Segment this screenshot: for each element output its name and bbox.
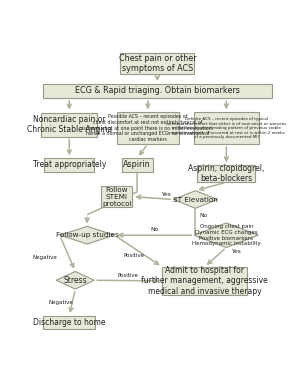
Text: Yes: Yes xyxy=(161,192,171,197)
FancyBboxPatch shape xyxy=(101,186,132,207)
FancyBboxPatch shape xyxy=(197,165,255,182)
FancyBboxPatch shape xyxy=(194,112,259,144)
FancyBboxPatch shape xyxy=(41,112,97,136)
Text: Aspirin: Aspirin xyxy=(123,160,151,169)
Text: ST Elevation: ST Elevation xyxy=(173,196,218,203)
Text: Definite ACS – recent episodes of typical
ischemic discomfort that either is of : Definite ACS – recent episodes of typica… xyxy=(166,117,286,139)
FancyBboxPatch shape xyxy=(43,316,95,329)
Polygon shape xyxy=(60,226,115,244)
FancyBboxPatch shape xyxy=(44,158,94,172)
Text: Positive: Positive xyxy=(118,273,139,279)
Text: Follow-up studies: Follow-up studies xyxy=(56,232,119,238)
FancyBboxPatch shape xyxy=(43,84,272,98)
FancyBboxPatch shape xyxy=(120,53,194,74)
Text: Ongoing chest pain
Dynamic ECG changes
Positive biomarkers
Hemodynamic instabili: Ongoing chest pain Dynamic ECG changes P… xyxy=(192,224,261,246)
Text: No: No xyxy=(150,227,158,232)
Text: Treat appropriately: Treat appropriately xyxy=(33,160,106,169)
Text: Negative: Negative xyxy=(48,300,73,305)
Text: Chest pain or other
symptoms of ACS: Chest pain or other symptoms of ACS xyxy=(119,54,196,73)
Text: Stress: Stress xyxy=(64,276,87,285)
FancyBboxPatch shape xyxy=(117,112,179,144)
Text: No: No xyxy=(199,213,207,218)
Text: Aspirin, clopidogrel,
beta-blockers: Aspirin, clopidogrel, beta-blockers xyxy=(188,164,265,184)
Text: Yes: Yes xyxy=(231,249,240,254)
Polygon shape xyxy=(56,271,94,289)
Text: Positive: Positive xyxy=(123,253,144,258)
Text: Noncardiac pain or
Chronic Stable Angina: Noncardiac pain or Chronic Stable Angina xyxy=(27,115,112,134)
FancyBboxPatch shape xyxy=(162,267,247,295)
Polygon shape xyxy=(194,223,258,247)
Text: ECG & Rapid triaging. Obtain biomarkers: ECG & Rapid triaging. Obtain biomarkers xyxy=(75,87,240,95)
Text: Admit to hospital for
further management, aggressive
medical and invasive therap: Admit to hospital for further management… xyxy=(141,266,268,296)
Text: Discharge to home: Discharge to home xyxy=(33,318,106,327)
Text: Negative: Negative xyxy=(33,255,57,260)
Text: Possible ACS – recent episodes of
chest discomfort at rest not entirely typical : Possible ACS – recent episodes of chest … xyxy=(82,114,213,142)
FancyBboxPatch shape xyxy=(122,158,153,172)
Polygon shape xyxy=(173,191,217,208)
Text: Follow
STEMI
protocol: Follow STEMI protocol xyxy=(102,187,132,207)
